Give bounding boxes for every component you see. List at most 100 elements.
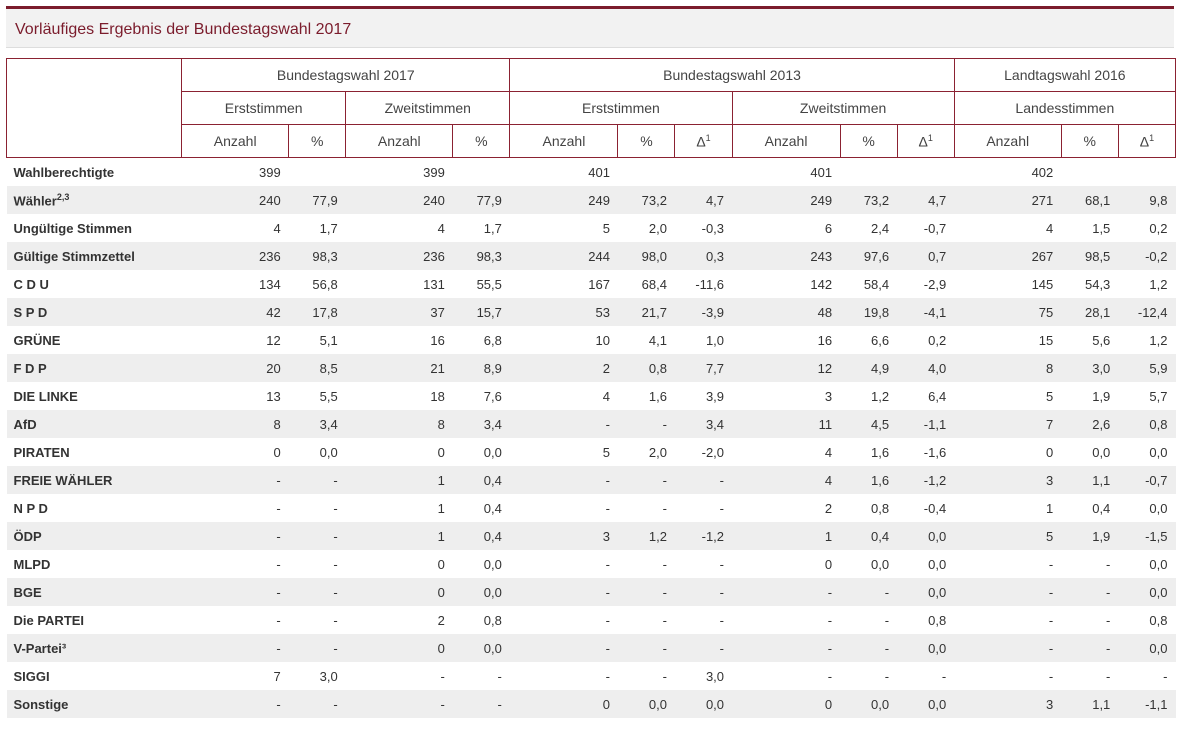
table-cell: 0	[1046, 444, 1054, 460]
table-row: MLPD - - 0 0,0 - - - 0 0,0 0,0 - - 0,0	[7, 550, 1176, 578]
table-cell: 1,1	[1061, 466, 1119, 494]
table-cell: -	[288, 634, 346, 662]
table-cell: -1,5	[1118, 522, 1176, 550]
table-cell: 4	[437, 220, 445, 236]
table-cell: 17,8	[288, 298, 346, 326]
table-cell: 401	[588, 164, 610, 180]
row-label-text: AfD	[13, 416, 37, 432]
table-cell: 48	[732, 298, 841, 326]
table-cell: 13	[266, 388, 281, 404]
table-cell: 0,0	[452, 634, 510, 662]
row-label: Wahlberechtigte	[7, 158, 182, 187]
table-cell: 98,3	[288, 242, 346, 270]
page-title: Vorläufiges Ergebnis der Bundestagswahl …	[15, 21, 352, 38]
table-cell: -	[840, 634, 898, 662]
table-cell: 98,0	[617, 242, 675, 270]
table-cell: 4	[273, 220, 281, 236]
table-cell: 8	[954, 354, 1062, 382]
table-cell: 3,0	[319, 668, 338, 684]
table-cell: 240	[181, 186, 289, 214]
table-cell: 0,0	[483, 444, 502, 460]
table-row: Die PARTEI - - 2 0,8 - - - - - 0,8 - - 0,8	[7, 606, 1176, 634]
table-cell: 0	[273, 444, 281, 460]
table-cell: 8	[181, 410, 289, 438]
table-cell: 0,2	[1149, 220, 1168, 236]
table-cell: -11,6	[695, 276, 725, 292]
table-cell: 4,1	[648, 332, 667, 348]
table-cell: 1,6	[648, 388, 667, 404]
table-cell: -	[674, 466, 733, 494]
table-cell: 4,5	[840, 410, 898, 438]
table-cell: -	[617, 578, 675, 606]
table-cell: 0,0	[897, 578, 955, 606]
table-cell: 243	[732, 242, 841, 270]
table-cell: 77,9	[288, 186, 346, 214]
table-cell: -	[288, 578, 346, 606]
table-cell: 0,0	[617, 690, 675, 718]
col-header-percent: %	[288, 124, 347, 158]
row-label-text: FREIE WÄHLER	[13, 472, 113, 488]
table-cell: -	[674, 578, 733, 606]
col-header-anzahl: Anzahl	[509, 124, 619, 158]
table-cell: -	[181, 466, 289, 494]
delta-footnote: 1	[927, 132, 933, 143]
table-cell: 54,3	[1084, 276, 1111, 292]
table-cell: 0,4	[840, 522, 898, 550]
table-cell: -	[509, 466, 618, 494]
table-cell: 2,4	[871, 220, 890, 236]
table-cell: -0,7	[1118, 466, 1176, 494]
table-cell: 249	[732, 186, 841, 214]
table-cell: 3	[954, 690, 1062, 718]
subheader-erststimmen-2013: Erststimmen	[509, 91, 733, 125]
table-cell: 0,4	[1092, 500, 1111, 516]
table-cell: 4	[824, 444, 833, 460]
row-label: C D U	[7, 270, 182, 298]
row-label-text: MLPD	[13, 556, 51, 572]
table-cell: -	[440, 668, 445, 684]
table-cell: 236	[181, 242, 289, 270]
table-cell: 0,0	[1149, 500, 1168, 516]
table-cell: 5	[954, 522, 1062, 550]
table-cell: -	[181, 578, 289, 606]
table-cell: 142	[810, 276, 833, 292]
table-cell: 0,8	[928, 612, 947, 628]
table-cell: 12	[732, 354, 841, 382]
table-cell: 7,6	[483, 388, 502, 404]
table-cell	[675, 158, 732, 187]
table-cell: -	[509, 410, 618, 438]
table-cell: -2,9	[923, 276, 947, 292]
table-cell: -3,9	[674, 298, 733, 326]
results-table: Bundestagswahl 2017 Bundestagswahl 2013 …	[5, 58, 1177, 718]
table-cell: -	[1163, 668, 1168, 684]
table-row: AfD 8 3,4 8 3,4- -3,4 11 4,5 -1,1 7 2,6 0,8	[6, 410, 1176, 438]
table-cell: 0,0	[840, 690, 898, 718]
table-cell: 28,1	[1061, 298, 1119, 326]
table-cell: 3	[509, 522, 618, 550]
table-cell: 0,0	[674, 690, 733, 718]
table-cell: 0,0	[897, 634, 955, 662]
table-cell: 16	[817, 332, 833, 348]
row-label-text: PIRATEN	[13, 444, 70, 460]
table-cell: 73,2	[840, 186, 898, 214]
table-cell: 7	[273, 668, 281, 684]
table-row: Wähler2,3 240 77,9 240 77,9 249 73,2 4,7 249 73,2…	[6, 186, 1176, 214]
table-cell: 236	[345, 242, 453, 270]
table-cell: -	[884, 612, 890, 628]
table-cell: 8	[345, 410, 453, 438]
table-cell	[289, 158, 346, 187]
table-cell: 0,7	[897, 242, 955, 270]
table-cell: 0,8	[617, 354, 675, 382]
table-cell: 5	[1046, 388, 1054, 404]
table-cell: 56,8	[312, 276, 338, 292]
table-row: Wahlberechtigte 399 399 401 401 402	[7, 158, 1176, 187]
table-cell: -	[333, 612, 338, 628]
table-cell: 1,2	[1149, 332, 1168, 348]
table-cell: 2	[437, 612, 445, 628]
row-label: Wähler2,3	[6, 186, 182, 214]
table-cell: -	[617, 466, 675, 494]
table-cell: 3,9	[705, 388, 725, 404]
table-row: F D P 20 8,5 21 8,9 2 0,8 7,7 12 4,9 4,0 8 3,0 5,9	[6, 354, 1176, 382]
table-cell: -	[1061, 578, 1119, 606]
col-header-percent: %	[452, 124, 511, 158]
table-cell: 5,5	[319, 388, 338, 404]
